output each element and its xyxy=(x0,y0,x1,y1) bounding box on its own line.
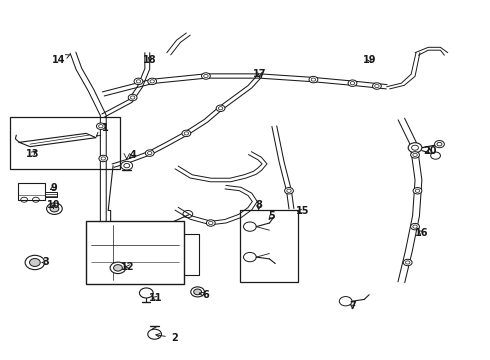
Circle shape xyxy=(435,140,444,148)
Circle shape xyxy=(148,329,161,339)
Circle shape xyxy=(403,259,412,266)
Circle shape xyxy=(110,262,126,274)
Text: 13: 13 xyxy=(25,149,39,159)
Circle shape xyxy=(97,123,105,130)
Circle shape xyxy=(47,203,62,215)
Circle shape xyxy=(285,188,294,194)
Text: 3: 3 xyxy=(42,257,49,267)
Text: 9: 9 xyxy=(50,183,57,193)
Circle shape xyxy=(431,152,441,159)
Circle shape xyxy=(134,78,143,85)
Circle shape xyxy=(146,150,154,156)
Text: 5: 5 xyxy=(269,211,275,221)
Text: 18: 18 xyxy=(143,55,156,65)
Circle shape xyxy=(99,155,108,162)
Text: 11: 11 xyxy=(149,293,163,303)
Circle shape xyxy=(29,258,40,266)
Text: 20: 20 xyxy=(423,145,437,156)
Circle shape xyxy=(121,161,133,170)
Circle shape xyxy=(206,220,215,226)
Text: 7: 7 xyxy=(349,301,356,311)
Circle shape xyxy=(309,76,318,83)
Bar xyxy=(45,192,57,197)
Text: 6: 6 xyxy=(199,290,209,300)
Text: 17: 17 xyxy=(253,69,267,79)
Text: 4: 4 xyxy=(129,150,136,160)
Circle shape xyxy=(114,265,122,271)
Polygon shape xyxy=(19,134,96,147)
Text: 16: 16 xyxy=(415,228,429,238)
Text: 12: 12 xyxy=(121,262,134,272)
Circle shape xyxy=(50,206,59,212)
Circle shape xyxy=(191,287,204,297)
Text: 14: 14 xyxy=(51,55,71,65)
Circle shape xyxy=(128,94,137,101)
Circle shape xyxy=(372,83,381,89)
Bar xyxy=(10,117,121,169)
Circle shape xyxy=(216,105,225,112)
Circle shape xyxy=(348,80,357,86)
Text: 8: 8 xyxy=(255,200,262,210)
Circle shape xyxy=(408,143,422,153)
Text: 2: 2 xyxy=(156,333,177,343)
Circle shape xyxy=(194,289,201,295)
Circle shape xyxy=(411,224,419,230)
Circle shape xyxy=(201,73,210,79)
Circle shape xyxy=(148,78,157,85)
Circle shape xyxy=(25,255,45,270)
Bar xyxy=(18,183,45,200)
Text: 1: 1 xyxy=(97,123,109,136)
Circle shape xyxy=(411,152,419,158)
Circle shape xyxy=(413,188,422,194)
Bar xyxy=(86,221,184,284)
Text: 10: 10 xyxy=(47,200,60,210)
Bar xyxy=(240,211,298,282)
Circle shape xyxy=(140,288,153,298)
Circle shape xyxy=(182,130,191,136)
Text: 19: 19 xyxy=(363,55,376,65)
Text: 15: 15 xyxy=(296,206,309,216)
